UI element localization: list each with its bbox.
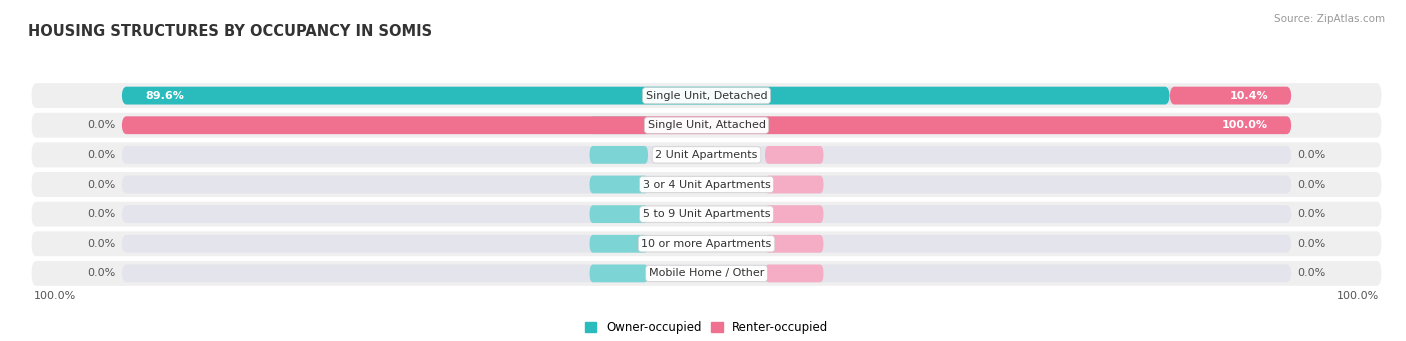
- Text: 0.0%: 0.0%: [87, 268, 115, 278]
- Text: 100.0%: 100.0%: [1337, 291, 1379, 301]
- FancyBboxPatch shape: [589, 176, 648, 193]
- Text: 100.0%: 100.0%: [1222, 120, 1268, 130]
- FancyBboxPatch shape: [589, 235, 648, 253]
- FancyBboxPatch shape: [122, 116, 1291, 134]
- FancyBboxPatch shape: [122, 176, 1291, 193]
- Text: 0.0%: 0.0%: [1298, 179, 1326, 190]
- FancyBboxPatch shape: [765, 176, 824, 193]
- Text: Mobile Home / Other: Mobile Home / Other: [648, 268, 765, 278]
- Text: 10 or more Apartments: 10 or more Apartments: [641, 239, 772, 249]
- Text: 0.0%: 0.0%: [87, 209, 115, 219]
- Text: 2 Unit Apartments: 2 Unit Apartments: [655, 150, 758, 160]
- Text: Source: ZipAtlas.com: Source: ZipAtlas.com: [1274, 14, 1385, 24]
- FancyBboxPatch shape: [31, 172, 1382, 197]
- Text: 0.0%: 0.0%: [1298, 150, 1326, 160]
- Text: 5 to 9 Unit Apartments: 5 to 9 Unit Apartments: [643, 209, 770, 219]
- Text: 10.4%: 10.4%: [1229, 91, 1268, 101]
- Text: 89.6%: 89.6%: [145, 91, 184, 101]
- FancyBboxPatch shape: [765, 146, 824, 164]
- FancyBboxPatch shape: [31, 231, 1382, 256]
- FancyBboxPatch shape: [589, 146, 648, 164]
- FancyBboxPatch shape: [589, 265, 648, 282]
- Text: 0.0%: 0.0%: [1298, 209, 1326, 219]
- Text: 0.0%: 0.0%: [1298, 239, 1326, 249]
- FancyBboxPatch shape: [31, 83, 1382, 108]
- Text: Single Unit, Attached: Single Unit, Attached: [648, 120, 765, 130]
- FancyBboxPatch shape: [122, 87, 1291, 104]
- FancyBboxPatch shape: [122, 146, 1291, 164]
- FancyBboxPatch shape: [1170, 87, 1291, 104]
- Text: 0.0%: 0.0%: [87, 150, 115, 160]
- FancyBboxPatch shape: [122, 265, 1291, 282]
- Text: 0.0%: 0.0%: [87, 120, 115, 130]
- Text: HOUSING STRUCTURES BY OCCUPANCY IN SOMIS: HOUSING STRUCTURES BY OCCUPANCY IN SOMIS: [28, 24, 432, 39]
- FancyBboxPatch shape: [31, 143, 1382, 167]
- Text: 100.0%: 100.0%: [34, 291, 76, 301]
- Text: Single Unit, Detached: Single Unit, Detached: [645, 91, 768, 101]
- FancyBboxPatch shape: [31, 202, 1382, 226]
- FancyBboxPatch shape: [122, 235, 1291, 253]
- Text: 0.0%: 0.0%: [87, 239, 115, 249]
- FancyBboxPatch shape: [31, 261, 1382, 286]
- Legend: Owner-occupied, Renter-occupied: Owner-occupied, Renter-occupied: [579, 316, 834, 339]
- FancyBboxPatch shape: [765, 265, 824, 282]
- FancyBboxPatch shape: [122, 205, 1291, 223]
- Text: 3 or 4 Unit Apartments: 3 or 4 Unit Apartments: [643, 179, 770, 190]
- FancyBboxPatch shape: [765, 205, 824, 223]
- FancyBboxPatch shape: [31, 113, 1382, 138]
- FancyBboxPatch shape: [122, 116, 1291, 134]
- FancyBboxPatch shape: [765, 235, 824, 253]
- Text: 0.0%: 0.0%: [87, 179, 115, 190]
- FancyBboxPatch shape: [589, 116, 648, 134]
- FancyBboxPatch shape: [122, 87, 1170, 104]
- FancyBboxPatch shape: [589, 205, 648, 223]
- Text: 0.0%: 0.0%: [1298, 268, 1326, 278]
